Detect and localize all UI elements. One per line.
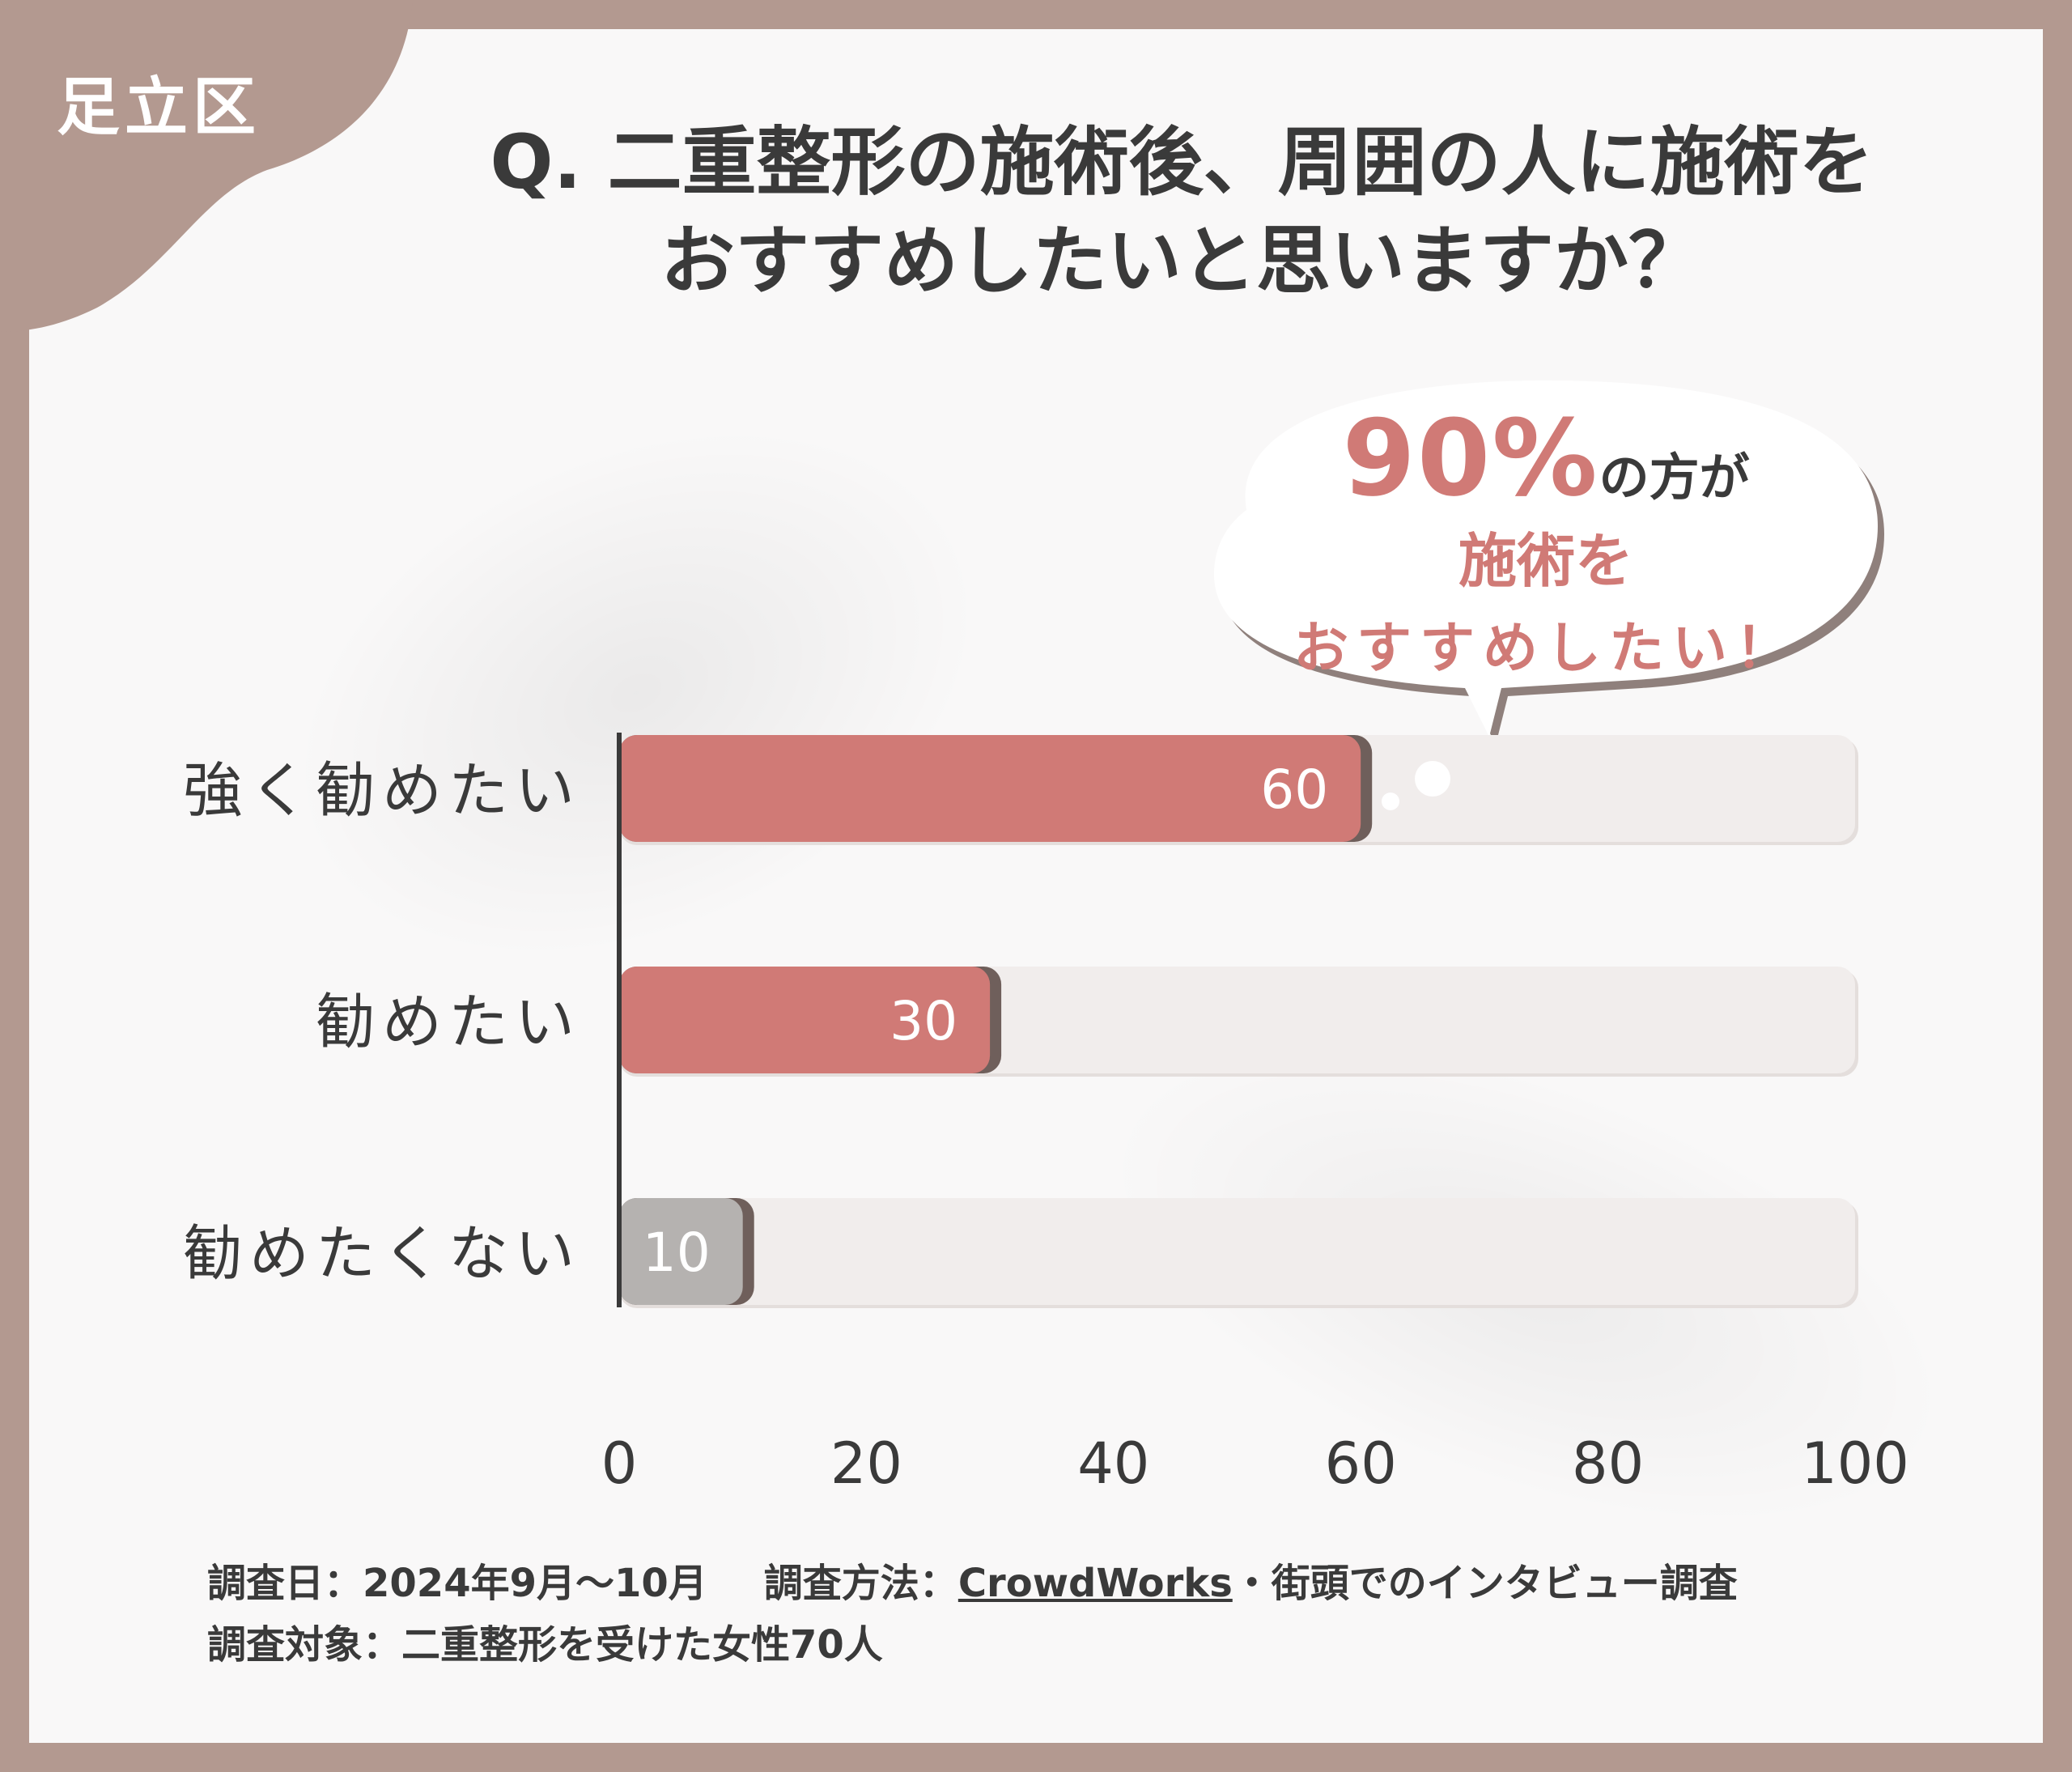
callout-low: おすすめしたい！ (1293, 617, 1798, 681)
title-line-1: Q. 二重整形の施術後、周囲の人に施術を (490, 119, 1874, 206)
x-tick-label: 60 (1325, 1430, 1397, 1497)
x-tick-label: 100 (1801, 1430, 1909, 1497)
survey-method-rest: ・街頭でのインタビュー調査 (1232, 1561, 1738, 1606)
bubble-dot (1415, 761, 1450, 797)
survey-method-link[interactable]: CrowdWorks (957, 1561, 1233, 1606)
callout-mid: 施術を (1458, 527, 1633, 595)
card-background (29, 29, 2043, 1743)
survey-target: 調査対象：二重整形を受けた女性70人 (207, 1622, 883, 1668)
x-tick-label: 0 (601, 1430, 638, 1497)
category-label: 勧めたい (316, 988, 581, 1057)
bubble-dot (1382, 793, 1399, 810)
bar-value-label: 30 (890, 990, 957, 1052)
bar-value-label: 60 (1260, 759, 1328, 821)
bar (619, 735, 1361, 842)
x-tick-label: 20 (830, 1430, 902, 1497)
footer-notes: 調査日：2024年9月〜10月 調査方法：CrowdWorks・街頭でのインタビュ… (207, 1553, 1738, 1676)
bar-track (619, 1198, 1855, 1305)
page-title: Q. 二重整形の施術後、周囲の人に施術を おすすめしたいと思いますか？ (324, 113, 2040, 311)
category-label: 勧めたくない (183, 1219, 581, 1289)
speech-bubble (1214, 380, 1884, 745)
title-line-2: おすすめしたいと思いますか？ (660, 218, 1703, 304)
category-label: 強く勧めたい (183, 756, 581, 826)
callout-percent: 90% (1342, 397, 1599, 520)
bar-value-label: 10 (643, 1222, 711, 1284)
survey-method-label: 調査方法： (763, 1561, 958, 1606)
x-tick-label: 80 (1572, 1430, 1644, 1497)
callout-suffix: の方が (1599, 448, 1750, 507)
region-label: 足立区 (57, 71, 261, 144)
survey-date: 調査日：2024年9月〜10月 (207, 1561, 707, 1606)
bar (619, 967, 991, 1073)
region-corner-shape (0, 0, 413, 332)
x-tick-label: 40 (1077, 1430, 1149, 1497)
callout-text: 90%の方が 施術を おすすめしたい！ (1198, 397, 1894, 683)
bar (619, 1198, 743, 1305)
